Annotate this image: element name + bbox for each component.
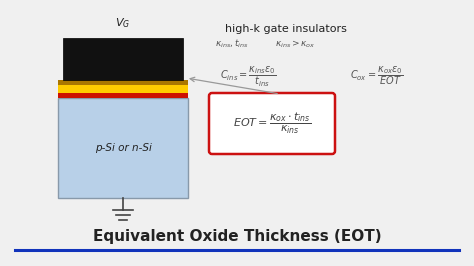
Bar: [58, 98, 188, 198]
Text: Equivalent Oxide Thickness (EOT): Equivalent Oxide Thickness (EOT): [93, 228, 381, 243]
Text: $V_G$: $V_G$: [115, 16, 131, 30]
Text: high-k gate insulators: high-k gate insulators: [225, 24, 347, 34]
Bar: [58, 80, 188, 85]
Text: p-Si or n-Si: p-Si or n-Si: [94, 143, 151, 153]
Text: $\kappa_{ins}, t_{ins}$: $\kappa_{ins}, t_{ins}$: [215, 38, 249, 51]
Bar: [63, 38, 183, 80]
Text: $EOT = \dfrac{\kappa_{ox} \cdot t_{ins}}{\kappa_{ins}}$: $EOT = \dfrac{\kappa_{ox} \cdot t_{ins}}…: [233, 111, 311, 136]
Bar: [58, 93, 188, 98]
Text: $\kappa_{ins} > \kappa_{ox}$: $\kappa_{ins} > \kappa_{ox}$: [275, 38, 316, 49]
Text: $C_{ins} = \dfrac{\kappa_{ins}\varepsilon_0}{t_{ins}}$: $C_{ins} = \dfrac{\kappa_{ins}\varepsilo…: [220, 64, 277, 89]
FancyBboxPatch shape: [209, 93, 335, 154]
Text: $C_{ox} = \dfrac{\kappa_{ox}\varepsilon_0}{EOT}$: $C_{ox} = \dfrac{\kappa_{ox}\varepsilon_…: [350, 64, 403, 87]
Bar: [58, 85, 188, 93]
